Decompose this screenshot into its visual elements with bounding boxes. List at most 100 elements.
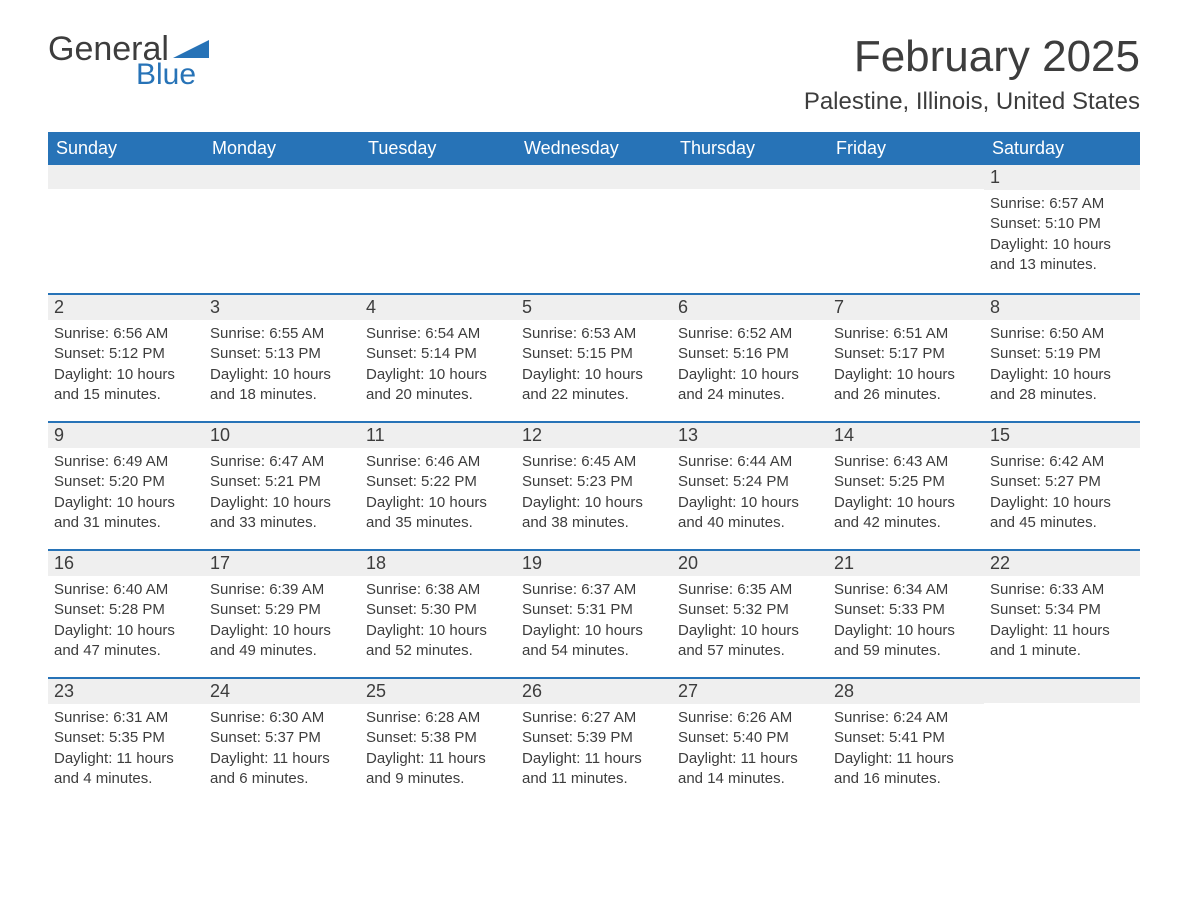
sunrise-text: Sunrise: 6:42 AM — [990, 452, 1134, 472]
calendar-cell: 7Sunrise: 6:51 AMSunset: 5:17 PMDaylight… — [828, 295, 984, 421]
calendar-cell: 8Sunrise: 6:50 AMSunset: 5:19 PMDaylight… — [984, 295, 1140, 421]
daylight-text: Daylight: 10 hours and 28 minutes. — [990, 365, 1134, 406]
calendar-cell: 10Sunrise: 6:47 AMSunset: 5:21 PMDayligh… — [204, 423, 360, 549]
sunset-text: Sunset: 5:41 PM — [834, 728, 978, 748]
daylight-text: Daylight: 10 hours and 57 minutes. — [678, 621, 822, 662]
day-number: 8 — [984, 295, 1140, 320]
sunset-text: Sunset: 5:29 PM — [210, 600, 354, 620]
day-details: Sunrise: 6:27 AMSunset: 5:39 PMDaylight:… — [516, 704, 672, 789]
sunset-text: Sunset: 5:23 PM — [522, 472, 666, 492]
calendar-cell: 4Sunrise: 6:54 AMSunset: 5:14 PMDaylight… — [360, 295, 516, 421]
calendar-week: 23Sunrise: 6:31 AMSunset: 5:35 PMDayligh… — [48, 677, 1140, 805]
daylight-text: Daylight: 10 hours and 22 minutes. — [522, 365, 666, 406]
logo: General Blue — [48, 32, 209, 90]
sunset-text: Sunset: 5:40 PM — [678, 728, 822, 748]
calendar-cell: 6Sunrise: 6:52 AMSunset: 5:16 PMDaylight… — [672, 295, 828, 421]
calendar-cell — [48, 165, 204, 293]
day-number: 12 — [516, 423, 672, 448]
calendar-cell: 21Sunrise: 6:34 AMSunset: 5:33 PMDayligh… — [828, 551, 984, 677]
daylight-text: Daylight: 10 hours and 20 minutes. — [366, 365, 510, 406]
calendar-cell: 26Sunrise: 6:27 AMSunset: 5:39 PMDayligh… — [516, 679, 672, 805]
calendar-cell: 16Sunrise: 6:40 AMSunset: 5:28 PMDayligh… — [48, 551, 204, 677]
sunrise-text: Sunrise: 6:49 AM — [54, 452, 198, 472]
day-number: 4 — [360, 295, 516, 320]
day-number: 6 — [672, 295, 828, 320]
sunrise-text: Sunrise: 6:26 AM — [678, 708, 822, 728]
day-details: Sunrise: 6:43 AMSunset: 5:25 PMDaylight:… — [828, 448, 984, 533]
day-details: Sunrise: 6:38 AMSunset: 5:30 PMDaylight:… — [360, 576, 516, 661]
calendar-cell — [672, 165, 828, 293]
day-number: 16 — [48, 551, 204, 576]
sunrise-text: Sunrise: 6:35 AM — [678, 580, 822, 600]
daylight-text: Daylight: 10 hours and 54 minutes. — [522, 621, 666, 662]
sunset-text: Sunset: 5:16 PM — [678, 344, 822, 364]
daylight-text: Daylight: 10 hours and 52 minutes. — [366, 621, 510, 662]
sunrise-text: Sunrise: 6:52 AM — [678, 324, 822, 344]
sunset-text: Sunset: 5:39 PM — [522, 728, 666, 748]
day-number: 23 — [48, 679, 204, 704]
calendar-cell: 12Sunrise: 6:45 AMSunset: 5:23 PMDayligh… — [516, 423, 672, 549]
sunrise-text: Sunrise: 6:24 AM — [834, 708, 978, 728]
calendar: Sunday Monday Tuesday Wednesday Thursday… — [48, 132, 1140, 805]
calendar-week: 16Sunrise: 6:40 AMSunset: 5:28 PMDayligh… — [48, 549, 1140, 677]
calendar-cell: 14Sunrise: 6:43 AMSunset: 5:25 PMDayligh… — [828, 423, 984, 549]
day-number: 9 — [48, 423, 204, 448]
calendar-week: 1Sunrise: 6:57 AMSunset: 5:10 PMDaylight… — [48, 165, 1140, 293]
daylight-text: Daylight: 10 hours and 33 minutes. — [210, 493, 354, 534]
daylight-text: Daylight: 10 hours and 15 minutes. — [54, 365, 198, 406]
sunset-text: Sunset: 5:30 PM — [366, 600, 510, 620]
day-details: Sunrise: 6:26 AMSunset: 5:40 PMDaylight:… — [672, 704, 828, 789]
sunrise-text: Sunrise: 6:54 AM — [366, 324, 510, 344]
day-number — [48, 165, 204, 189]
sunrise-text: Sunrise: 6:31 AM — [54, 708, 198, 728]
calendar-cell: 15Sunrise: 6:42 AMSunset: 5:27 PMDayligh… — [984, 423, 1140, 549]
sunset-text: Sunset: 5:17 PM — [834, 344, 978, 364]
day-details: Sunrise: 6:52 AMSunset: 5:16 PMDaylight:… — [672, 320, 828, 405]
day-number: 5 — [516, 295, 672, 320]
calendar-cell: 1Sunrise: 6:57 AMSunset: 5:10 PMDaylight… — [984, 165, 1140, 293]
day-number: 18 — [360, 551, 516, 576]
sunrise-text: Sunrise: 6:53 AM — [522, 324, 666, 344]
weekday-header: Saturday — [984, 132, 1140, 165]
day-number: 28 — [828, 679, 984, 704]
sunrise-text: Sunrise: 6:55 AM — [210, 324, 354, 344]
day-number: 19 — [516, 551, 672, 576]
sunrise-text: Sunrise: 6:51 AM — [834, 324, 978, 344]
title-block: February 2025 Palestine, Illinois, Unite… — [804, 32, 1140, 116]
calendar-cell: 2Sunrise: 6:56 AMSunset: 5:12 PMDaylight… — [48, 295, 204, 421]
calendar-cell: 13Sunrise: 6:44 AMSunset: 5:24 PMDayligh… — [672, 423, 828, 549]
sunset-text: Sunset: 5:32 PM — [678, 600, 822, 620]
sunrise-text: Sunrise: 6:46 AM — [366, 452, 510, 472]
calendar-cell: 27Sunrise: 6:26 AMSunset: 5:40 PMDayligh… — [672, 679, 828, 805]
day-number — [984, 679, 1140, 703]
day-number: 10 — [204, 423, 360, 448]
day-number: 26 — [516, 679, 672, 704]
weekday-header: Tuesday — [360, 132, 516, 165]
calendar-cell: 22Sunrise: 6:33 AMSunset: 5:34 PMDayligh… — [984, 551, 1140, 677]
sunset-text: Sunset: 5:21 PM — [210, 472, 354, 492]
calendar-body: 1Sunrise: 6:57 AMSunset: 5:10 PMDaylight… — [48, 165, 1140, 805]
day-details: Sunrise: 6:55 AMSunset: 5:13 PMDaylight:… — [204, 320, 360, 405]
day-details: Sunrise: 6:57 AMSunset: 5:10 PMDaylight:… — [984, 190, 1140, 275]
calendar-cell — [516, 165, 672, 293]
sunrise-text: Sunrise: 6:28 AM — [366, 708, 510, 728]
day-details: Sunrise: 6:42 AMSunset: 5:27 PMDaylight:… — [984, 448, 1140, 533]
weekday-header: Wednesday — [516, 132, 672, 165]
day-details: Sunrise: 6:45 AMSunset: 5:23 PMDaylight:… — [516, 448, 672, 533]
daylight-text: Daylight: 10 hours and 13 minutes. — [990, 235, 1134, 276]
day-number: 13 — [672, 423, 828, 448]
day-details: Sunrise: 6:35 AMSunset: 5:32 PMDaylight:… — [672, 576, 828, 661]
day-details: Sunrise: 6:49 AMSunset: 5:20 PMDaylight:… — [48, 448, 204, 533]
page-header: General Blue February 2025 Palestine, Il… — [48, 32, 1140, 116]
calendar-cell: 17Sunrise: 6:39 AMSunset: 5:29 PMDayligh… — [204, 551, 360, 677]
weekday-header: Monday — [204, 132, 360, 165]
calendar-cell: 19Sunrise: 6:37 AMSunset: 5:31 PMDayligh… — [516, 551, 672, 677]
day-number — [360, 165, 516, 189]
weekday-header: Thursday — [672, 132, 828, 165]
calendar-cell — [204, 165, 360, 293]
day-details: Sunrise: 6:37 AMSunset: 5:31 PMDaylight:… — [516, 576, 672, 661]
sunrise-text: Sunrise: 6:44 AM — [678, 452, 822, 472]
day-number: 7 — [828, 295, 984, 320]
day-number: 3 — [204, 295, 360, 320]
day-number: 24 — [204, 679, 360, 704]
